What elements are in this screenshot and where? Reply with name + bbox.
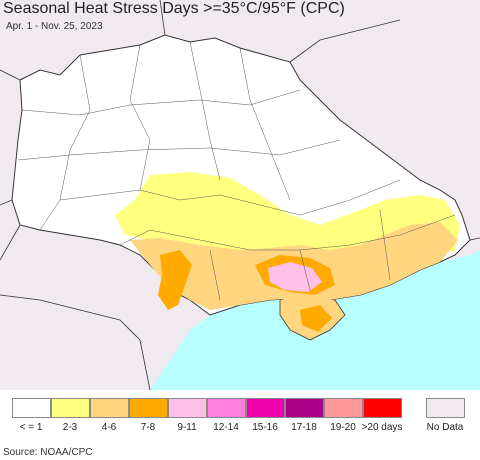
legend-swatch-4 <box>168 398 207 418</box>
legend-label-0: < = 1 <box>19 422 43 433</box>
legend-label-5: 12-14 <box>213 422 239 433</box>
legend-label-9: >20 days <box>361 422 403 433</box>
legend-swatch-7 <box>285 398 324 418</box>
source-credit: Source: NOAA/CPC <box>3 447 93 458</box>
legend-swatch-0 <box>12 398 51 418</box>
zone-7-8-west <box>158 250 192 310</box>
legend-label-2: 4-6 <box>101 422 117 433</box>
legend-label-8: 19-20 <box>330 422 356 433</box>
heat-stress-map <box>0 0 480 390</box>
country-borders <box>0 0 480 390</box>
legend-label-6: 15-16 <box>252 422 278 433</box>
legend-swatch-nodata <box>426 398 465 418</box>
date-range: Apr. 1 - Nov. 25, 2023 <box>6 21 103 32</box>
legend-label-nodata: No Data <box>426 422 464 433</box>
map-title: Seasonal Heat Stress Days >=35°C/95°F (C… <box>3 0 345 17</box>
legend: < = 1 2-3 4-6 7-8 9-11 12-14 15-16 17-18… <box>12 398 472 434</box>
legend-swatch-9 <box>363 398 402 418</box>
legend-swatch-5 <box>207 398 246 418</box>
legend-swatch-1 <box>51 398 90 418</box>
legend-swatch-3 <box>129 398 168 418</box>
legend-swatch-6 <box>246 398 285 418</box>
legend-swatch-8 <box>324 398 363 418</box>
legend-label-7: 17-18 <box>291 422 317 433</box>
oblast-borders <box>17 41 456 301</box>
legend-label-4: 9-11 <box>177 422 197 433</box>
legend-swatch-2 <box>90 398 129 418</box>
legend-label-3: 7-8 <box>140 422 156 433</box>
zone-7-8-crimea <box>300 305 332 332</box>
legend-label-1: 2-3 <box>62 422 78 433</box>
